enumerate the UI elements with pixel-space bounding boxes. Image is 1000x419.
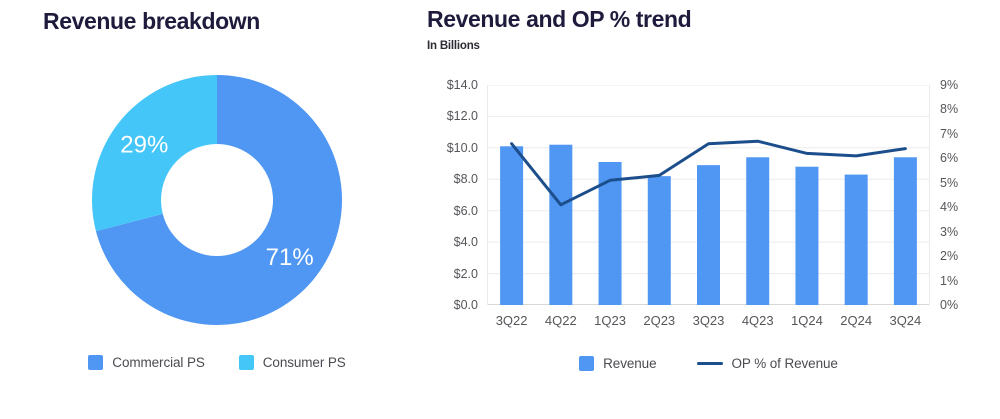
- revenue-op-trend-chart: [487, 85, 930, 305]
- op-percent-label: OP % of Revenue: [731, 356, 838, 371]
- category-tick-3q22: 3Q22: [495, 313, 528, 328]
- category-tick-4q22: 4Q22: [544, 313, 577, 328]
- consumer-ps-label: Consumer PS: [262, 355, 346, 370]
- revenue-bar-3q22: [500, 146, 524, 305]
- category-tick-1q23: 1Q23: [594, 313, 626, 328]
- revenue-bar-4q22: [549, 144, 573, 305]
- op-percent-trend-line: [510, 139, 907, 207]
- commercial-ps-label: Commercial PS: [112, 355, 205, 370]
- category-tick-2q24: 2Q24: [840, 313, 873, 328]
- right-axis-tick: 2%: [940, 249, 959, 264]
- category-tick-1q24: 1Q24: [791, 313, 823, 328]
- legend-item-consumer-ps: Consumer PS: [238, 355, 346, 370]
- revenue-op-trend-legend: Revenue OP % of Revenue: [487, 356, 930, 371]
- revenue-bar-2q23: [647, 176, 671, 305]
- revenue-breakdown-panel: Revenue breakdown 71% 29% Commercial PS C…: [0, 0, 420, 419]
- right-axis-tick: 3%: [940, 224, 959, 239]
- revenue-op-trend-title: Revenue and OP % trend: [427, 6, 692, 32]
- revenue-swatch: [579, 356, 595, 371]
- right-axis-tick: 6%: [940, 151, 959, 166]
- revenue-label: Revenue: [603, 356, 657, 371]
- right-axis-tick: 5%: [940, 175, 959, 190]
- revenue-breakdown-donut-chart: 71% 29%: [91, 75, 342, 325]
- revenue-bar-2q24: [844, 174, 868, 305]
- donut-slice-commercial-ps: [95, 75, 342, 325]
- donut-value-label-consumer-ps: 29%: [120, 131, 168, 158]
- legend-item-commercial-ps: Commercial PS: [88, 355, 205, 370]
- right-axis-tick: 0%: [940, 298, 959, 312]
- legend-item-revenue: Revenue: [579, 356, 657, 371]
- left-axis-tick: $6.0: [453, 203, 478, 218]
- donut-value-label-commercial-ps: 71%: [266, 244, 314, 271]
- revenue-op-trend-panel: Revenue and OP % trend In Billions $14.0…: [420, 0, 1000, 419]
- category-tick-3q23: 3Q23: [692, 313, 725, 328]
- right-axis-tick: 4%: [940, 200, 959, 215]
- left-axis-tick: $12.0: [446, 109, 478, 124]
- left-axis-tick: $0.0: [453, 298, 478, 312]
- category-tick-2q23: 2Q23: [643, 313, 676, 328]
- revenue-breakdown-legend: Commercial PS Consumer PS: [44, 355, 390, 370]
- left-axis-tick: $4.0: [453, 235, 478, 250]
- revenue-bar-1q24: [795, 166, 819, 305]
- left-axis-tick: $14.0: [446, 78, 478, 92]
- left-axis-tick: $8.0: [453, 172, 478, 187]
- left-axis-tick: $10.0: [446, 140, 478, 155]
- revenue-breakdown-title: Revenue breakdown: [43, 8, 260, 34]
- category-tick-3q24: 3Q24: [889, 313, 922, 328]
- category-tick-4q23: 4Q23: [741, 313, 774, 328]
- right-axis-tick: 9%: [940, 78, 959, 92]
- right-axis-tick: 8%: [940, 102, 959, 117]
- units-label: In Billions: [427, 40, 480, 52]
- right-axis-tick: 1%: [940, 273, 959, 288]
- donut-slice-consumer-ps: [91, 75, 217, 232]
- consumer-ps-swatch: [238, 355, 254, 370]
- right-axis-tick: 7%: [940, 126, 959, 141]
- left-axis-tick: $2.0: [453, 266, 478, 281]
- op-percent-line-swatch: [696, 361, 723, 366]
- revenue-bar-3q24: [893, 157, 917, 305]
- legend-item-op-percent: OP % of Revenue: [696, 356, 838, 371]
- revenue-bar-4q23: [746, 157, 770, 305]
- revenue-bar-1q23: [598, 162, 622, 305]
- commercial-ps-swatch: [88, 355, 104, 370]
- revenue-bar-3q23: [697, 165, 720, 305]
